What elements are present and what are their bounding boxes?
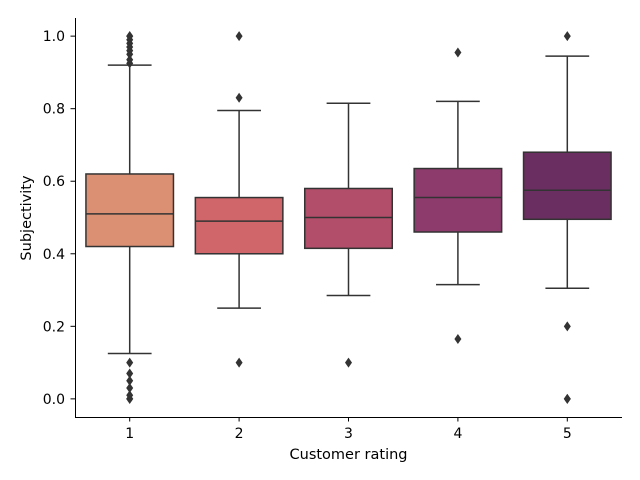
y-tick-label: 0.8 <box>43 102 65 118</box>
y-tick-label: 0.4 <box>43 247 65 263</box>
outlier-point <box>126 357 134 368</box>
outlier-point <box>345 357 352 368</box>
outlier-point <box>126 375 134 386</box>
box-2 <box>194 196 284 255</box>
outlier-point <box>563 321 571 332</box>
y-tick-label: 0.0 <box>43 392 65 408</box>
outlier-point <box>235 31 243 42</box>
outlier-point <box>454 47 462 58</box>
outlier-point <box>563 393 571 404</box>
x-tick-label: 2 <box>235 426 244 442</box>
x-tick-label: 5 <box>563 426 572 442</box>
outlier-point <box>126 390 134 401</box>
y-tick-label: 1.0 <box>43 29 65 45</box>
box-group-3 <box>303 102 394 368</box>
x-tick-label: 1 <box>125 426 134 442</box>
box-1 <box>85 173 175 248</box>
y-axis-label: Subjectivity <box>19 175 35 261</box>
outlier-point <box>235 92 243 103</box>
x-tick-label: 3 <box>344 426 353 442</box>
box-group-2 <box>194 31 284 368</box>
box-group-4 <box>413 47 503 345</box>
y-ticks: 0.0 0.2 0.4 0.6 0.8 1.0 <box>43 29 75 408</box>
outlier-point <box>126 31 134 42</box>
outlier-point <box>126 368 134 379</box>
plot-area <box>85 31 612 404</box>
box-5 <box>522 151 612 221</box>
x-tick-label: 4 <box>453 426 462 442</box>
y-tick-label: 0.6 <box>43 174 65 190</box>
box-4 <box>413 167 503 233</box>
box-3 <box>303 187 394 250</box>
outlier-point <box>235 357 243 368</box>
outlier-point <box>563 31 571 42</box>
outlier-point <box>126 382 134 393</box>
y-tick-label: 0.2 <box>43 319 65 335</box>
outlier-point <box>126 54 134 65</box>
box-group-1 <box>85 31 175 404</box>
x-ticks: 1 2 3 4 5 <box>125 417 572 442</box>
outlier-point <box>454 334 462 345</box>
box-group-5 <box>522 31 612 404</box>
x-axis-label: Customer rating <box>290 447 408 463</box>
